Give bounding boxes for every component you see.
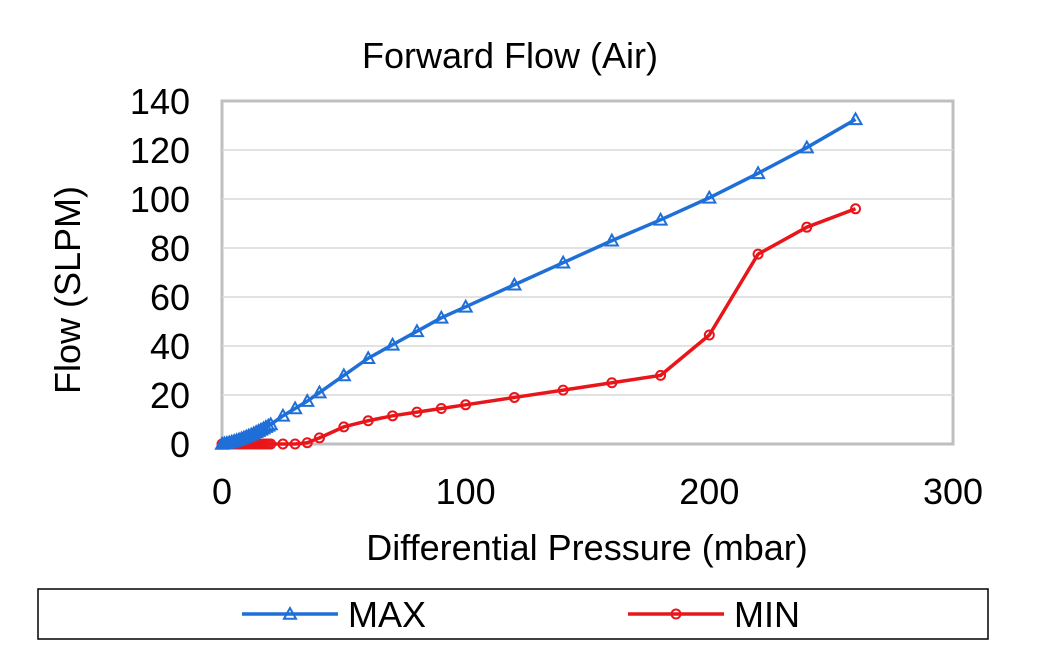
data-point-min bbox=[508, 391, 520, 403]
data-point-min bbox=[435, 402, 447, 414]
series-max bbox=[214, 111, 864, 450]
y-tick-label: 140 bbox=[130, 81, 190, 122]
data-point-max bbox=[847, 111, 864, 126]
data-point-min bbox=[411, 406, 423, 418]
x-tick-label: 100 bbox=[436, 471, 496, 512]
x-tick-label: 200 bbox=[679, 471, 739, 512]
legend-label-max: MAX bbox=[348, 594, 426, 635]
data-point-max bbox=[750, 165, 766, 180]
data-point-max bbox=[263, 416, 279, 431]
data-point-min bbox=[277, 438, 289, 450]
data-point-max bbox=[336, 367, 352, 382]
data-point-min bbox=[801, 221, 813, 233]
y-tick-label: 60 bbox=[150, 277, 190, 318]
y-axis-label: Flow (SLPM) bbox=[47, 186, 88, 394]
legend-box bbox=[37, 588, 989, 640]
x-axis-ticks: 0 100 200 300 bbox=[212, 471, 983, 512]
y-tick-label: 80 bbox=[150, 228, 190, 269]
data-point-min bbox=[557, 384, 569, 396]
x-axis-label: Differential Pressure (mbar) bbox=[366, 527, 807, 568]
data-point-max bbox=[457, 298, 474, 313]
data-point-max bbox=[799, 139, 815, 154]
legend-label-min: MIN bbox=[734, 594, 800, 635]
data-point-max bbox=[299, 393, 315, 407]
data-point-min bbox=[362, 415, 374, 427]
data-point-max bbox=[275, 407, 291, 422]
data-point-min bbox=[606, 377, 618, 389]
y-tick-label: 100 bbox=[130, 179, 190, 220]
y-tick-label: 0 bbox=[170, 424, 190, 465]
data-point-min bbox=[289, 438, 301, 450]
data-point-max bbox=[384, 336, 401, 351]
legend-entry-max: MAX bbox=[242, 594, 426, 635]
data-point-max bbox=[433, 309, 449, 324]
data-point-min bbox=[655, 369, 667, 381]
x-tick-label: 300 bbox=[923, 471, 983, 512]
data-point-max bbox=[258, 419, 274, 433]
data-point-max bbox=[555, 254, 571, 269]
data-point-max bbox=[360, 350, 376, 365]
data-point-min bbox=[338, 421, 350, 433]
data-point-max bbox=[604, 232, 620, 247]
data-point-max bbox=[701, 189, 718, 204]
legend-marker-max bbox=[282, 605, 298, 620]
grid-lines bbox=[222, 149, 953, 396]
series-layer bbox=[214, 111, 864, 450]
data-point-min bbox=[313, 432, 325, 444]
data-point-min bbox=[301, 437, 313, 449]
y-tick-label: 120 bbox=[130, 130, 190, 171]
series-min bbox=[216, 203, 862, 450]
data-point-max bbox=[506, 276, 523, 291]
x-tick-label: 0 bbox=[212, 471, 232, 512]
y-tick-label: 40 bbox=[150, 326, 190, 367]
series-line-min bbox=[222, 207, 857, 446]
data-point-max bbox=[652, 211, 669, 226]
data-point-min bbox=[460, 399, 472, 411]
data-point-max bbox=[409, 323, 425, 338]
data-point-min bbox=[752, 248, 764, 260]
legend-marker-min bbox=[670, 608, 682, 620]
data-point-max bbox=[311, 384, 328, 399]
legend-entry-min: MIN bbox=[628, 594, 800, 635]
data-point-min bbox=[265, 438, 277, 450]
y-tick-label: 20 bbox=[150, 375, 190, 416]
legend: MAX MIN bbox=[37, 588, 989, 640]
y-axis-ticks: 0 20 40 60 80 100 120 140 bbox=[130, 81, 190, 465]
data-point-max bbox=[260, 417, 276, 432]
data-point-max bbox=[287, 400, 303, 415]
plot-area-border bbox=[220, 99, 955, 446]
chart-title: Forward Flow (Air) bbox=[362, 35, 658, 76]
data-point-min bbox=[850, 203, 862, 215]
data-point-min bbox=[387, 410, 399, 422]
data-point-min bbox=[703, 329, 715, 341]
